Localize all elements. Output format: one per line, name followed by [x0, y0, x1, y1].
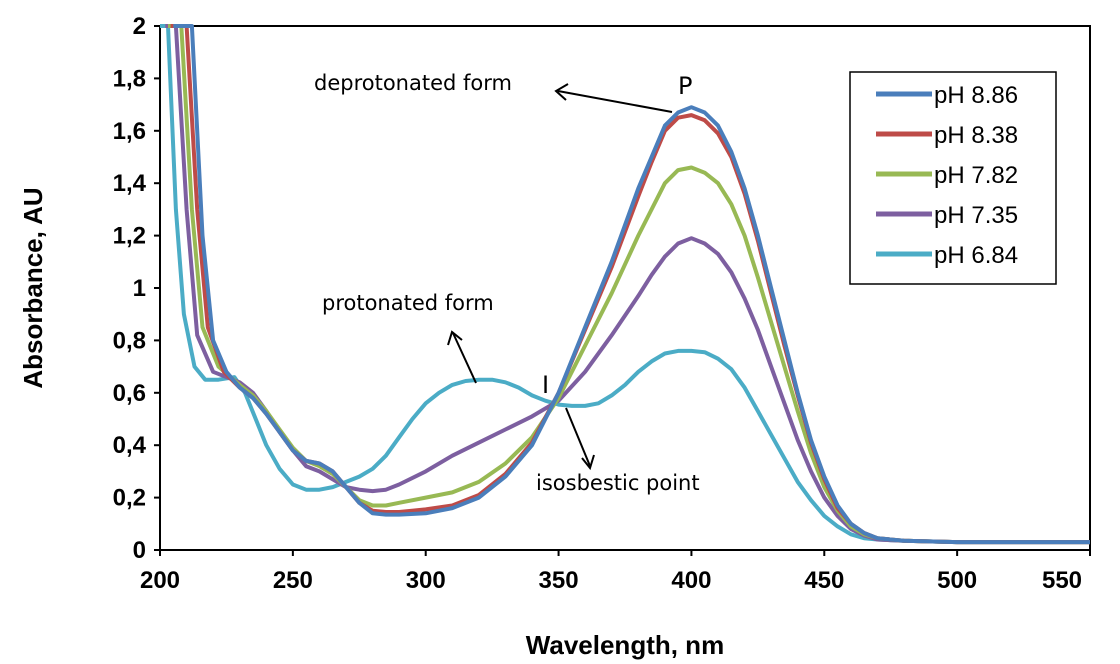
annotations: deprotonated form P protonated form I is… — [314, 71, 700, 495]
y-tick-label: 0,2 — [113, 485, 146, 512]
annotation-deprotonated: deprotonated form — [314, 71, 512, 95]
y-tick-label: 1,6 — [113, 118, 146, 145]
x-tick-label: 400 — [671, 567, 711, 594]
arrow-protonated — [452, 332, 477, 384]
y-tick-label: 1,4 — [113, 170, 147, 197]
y-tick-label: 1 — [133, 275, 146, 302]
arrow-deprotonated — [557, 90, 673, 113]
arrowhead-protonated — [447, 330, 463, 346]
x-tick-label: 350 — [539, 567, 579, 594]
y-tick-label: 0,8 — [113, 327, 146, 354]
legend-box — [849, 71, 1057, 285]
annotation-isosbestic-label: I — [542, 371, 549, 399]
x-axis-ticks: 200 250 300 350 400 450 500 550 — [140, 550, 1091, 594]
y-tick-label: 1,2 — [113, 223, 146, 250]
x-tick-label: 450 — [804, 567, 844, 594]
y-tick-label: 2 — [133, 13, 146, 40]
series-line-pH-8_86 — [173, 24, 1090, 545]
legend: pH 8.86 pH 8.38 pH 7.82 pH 7.35 pH 6.84 — [849, 71, 1057, 285]
arrowhead-isosbestic — [581, 454, 595, 471]
x-tick-label: 300 — [406, 567, 446, 594]
series-line-pH-6_84 — [160, 24, 1090, 545]
y-tick-label: 1,8 — [113, 65, 146, 92]
annotation-isosbestic: isosbestic point — [536, 471, 700, 495]
y-tick-label: 0 — [133, 537, 146, 564]
x-tick-label: 550 — [1042, 567, 1082, 594]
arrowhead-deprotonated — [554, 83, 569, 101]
legend-label: pH 8.86 — [934, 82, 1018, 109]
annotation-peak-label: P — [678, 72, 692, 100]
annotation-protonated: protonated form — [322, 291, 494, 315]
y-axis-title: Absorbance, AU — [18, 187, 48, 388]
legend-label: pH 6.84 — [934, 242, 1018, 269]
x-tick-label: 200 — [140, 567, 180, 594]
legend-label: pH 7.82 — [934, 162, 1018, 189]
x-tick-label: 250 — [273, 567, 313, 594]
legend-label: pH 7.35 — [934, 202, 1018, 229]
y-tick-label: 0,4 — [113, 432, 147, 459]
series-group — [160, 24, 1090, 545]
y-axis-ticks: 0 0,2 0,4 0,6 0,8 1 1,2 1,4 1,6 1,8 2 — [113, 13, 160, 564]
legend-label: pH 8.38 — [934, 122, 1018, 149]
x-axis-title: Wavelength, nm — [526, 630, 724, 660]
y-tick-label: 0,6 — [113, 380, 146, 407]
arrow-isosbestic — [565, 407, 591, 467]
x-tick-label: 500 — [937, 567, 977, 594]
